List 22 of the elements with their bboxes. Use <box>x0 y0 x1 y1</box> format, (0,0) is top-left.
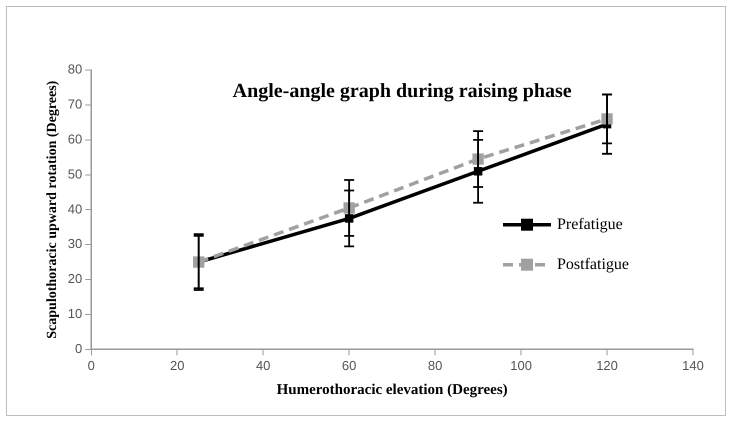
legend-label: Postfatigue <box>557 256 629 273</box>
x-axis-title: Humerothoracic elevation (Degrees) <box>276 382 508 398</box>
y-tick-label: 10 <box>68 306 82 322</box>
x-tick-label: 80 <box>428 358 442 373</box>
x-tick-label: 40 <box>256 358 270 373</box>
legend-label: Prefatigue <box>557 216 623 233</box>
y-tick-label: 50 <box>68 166 82 182</box>
y-tick-label: 0 <box>75 340 82 356</box>
x-tick-label: 100 <box>510 358 532 373</box>
x-tick-label: 60 <box>342 358 356 373</box>
x-tick-label: 140 <box>682 358 704 373</box>
y-tick-label: 70 <box>68 96 82 112</box>
text: Angle-angle graph during raising phase <box>232 80 572 102</box>
x-tick-label: 20 <box>170 358 184 373</box>
x-tick-label: 0 <box>88 358 95 373</box>
y-tick-label: 40 <box>68 201 82 216</box>
y-axis-title: Scapulothoracic upward rotation (Degrees) <box>45 80 60 339</box>
y-tick-label: 60 <box>68 131 82 146</box>
y-tick-label: 30 <box>68 236 82 252</box>
y-tick-label: 20 <box>68 271 82 286</box>
y-tick-label: 80 <box>68 62 82 77</box>
x-tick-label: 120 <box>596 358 618 373</box>
